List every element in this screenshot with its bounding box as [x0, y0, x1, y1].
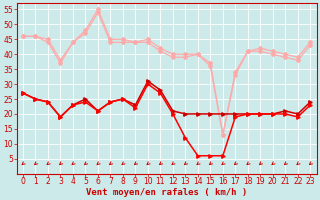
- X-axis label: Vent moyen/en rafales ( km/h ): Vent moyen/en rafales ( km/h ): [86, 188, 247, 197]
